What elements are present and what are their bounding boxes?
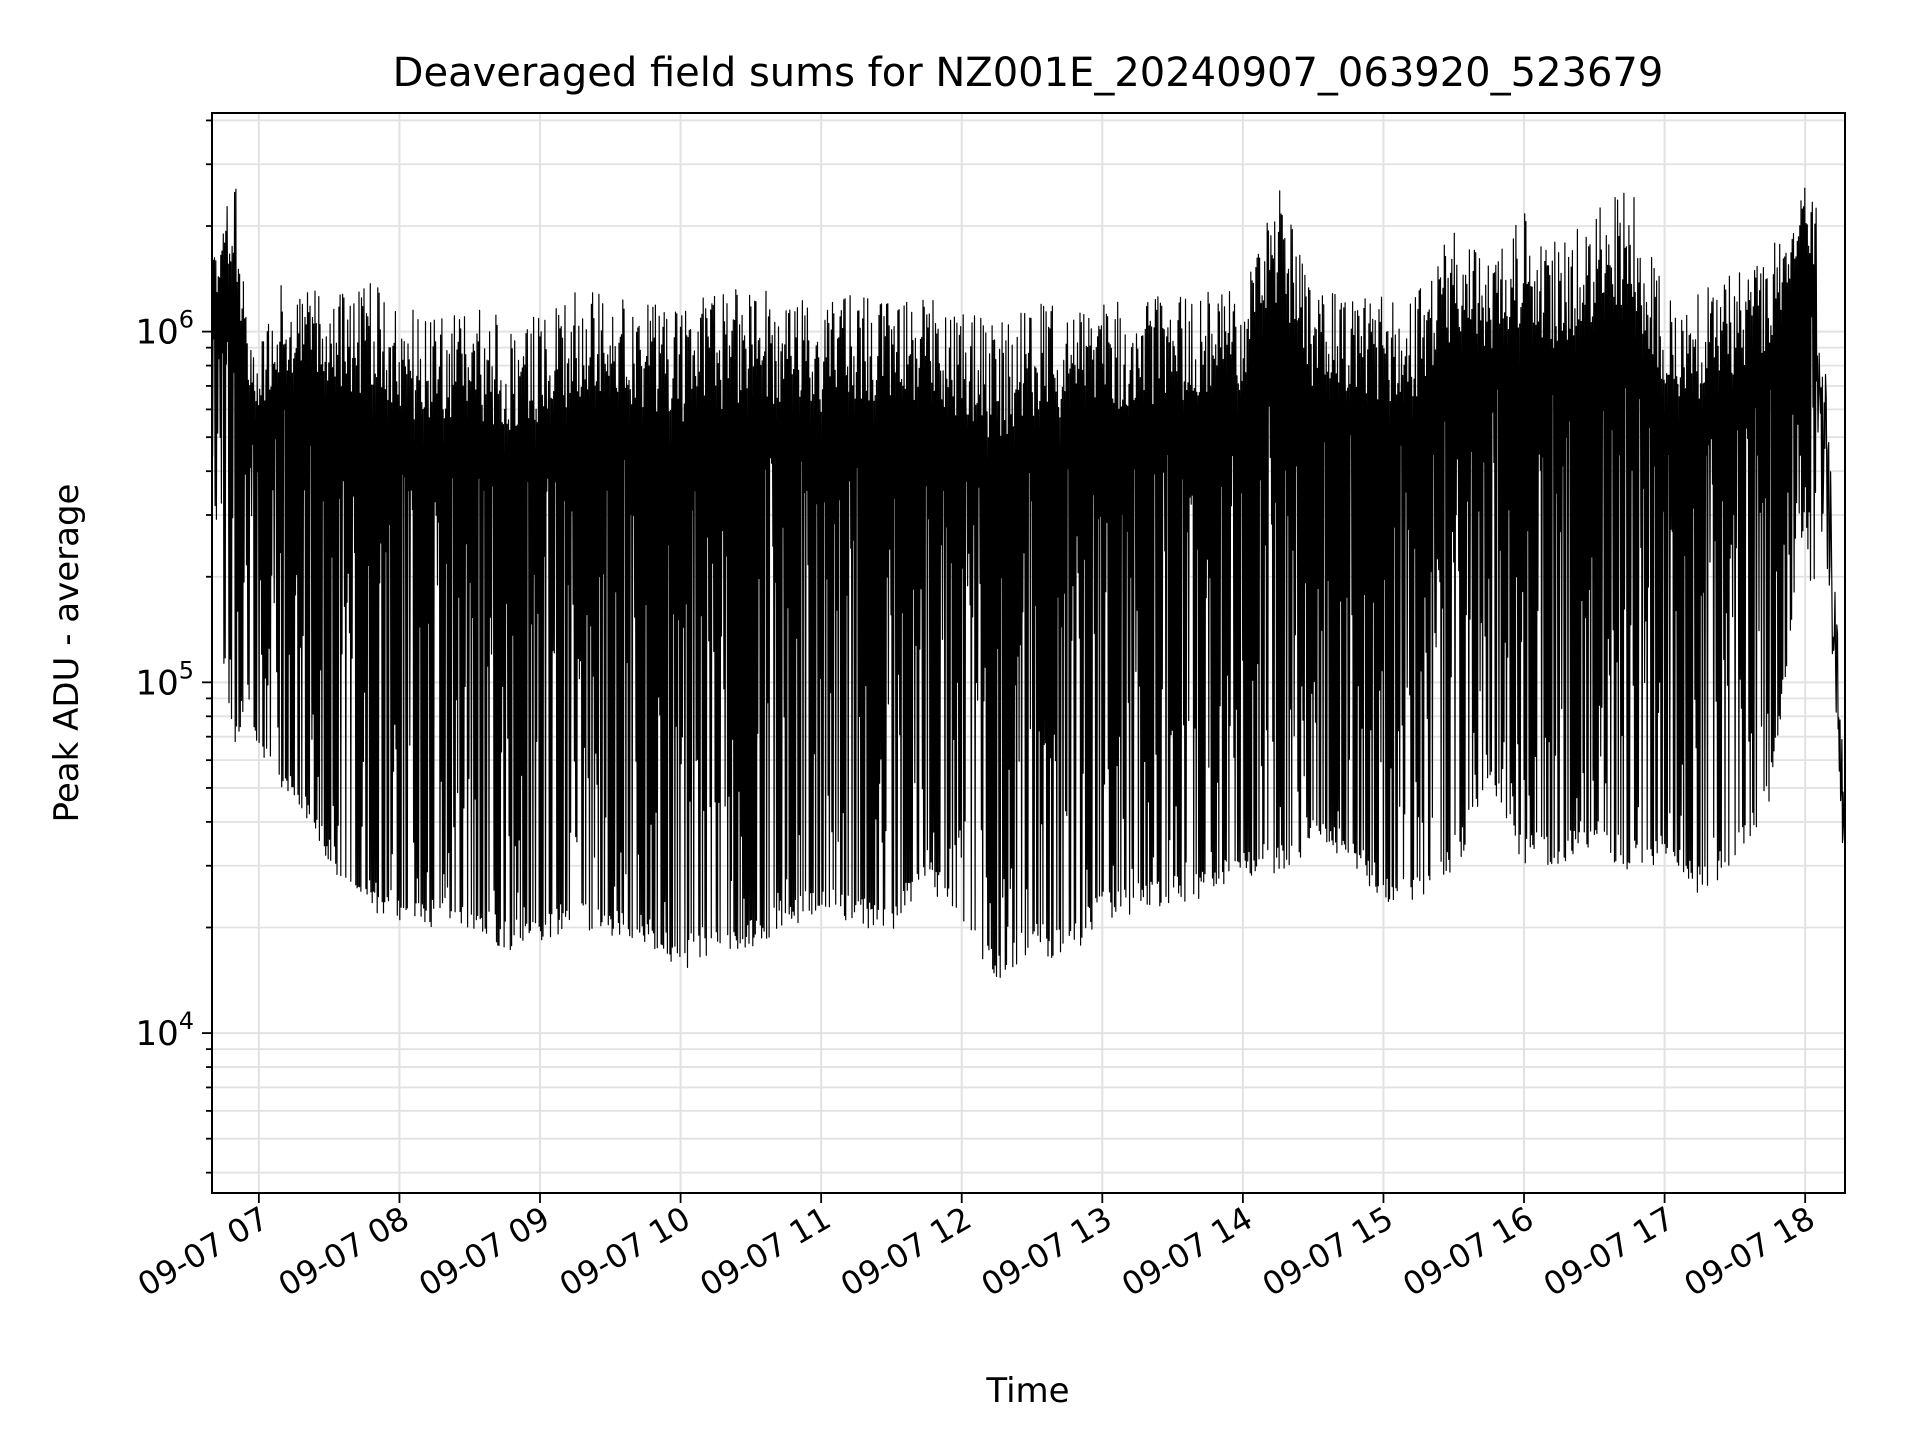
y-tick-label: 106	[135, 306, 194, 353]
y-tick-label-exponent: 6	[179, 306, 194, 334]
data-layer	[211, 187, 1846, 978]
series-line	[211, 187, 1846, 978]
y-tick-label-base: 10	[135, 663, 178, 703]
chart-title: Deaveraged field sums for NZ001E_2024090…	[393, 50, 1664, 96]
y-tick-label-base: 10	[135, 313, 178, 353]
x-axis-label: Time	[985, 1371, 1069, 1411]
y-tick-label-exponent: 4	[179, 1007, 194, 1035]
y-tick-label: 105	[135, 656, 194, 703]
y-tick-label-base: 10	[135, 1014, 178, 1054]
plot-frame	[211, 112, 1846, 1194]
y-tick-label-exponent: 5	[179, 656, 194, 684]
y-axis-label: Peak ADU - average	[47, 484, 87, 823]
y-tick-label: 104	[135, 1007, 194, 1054]
